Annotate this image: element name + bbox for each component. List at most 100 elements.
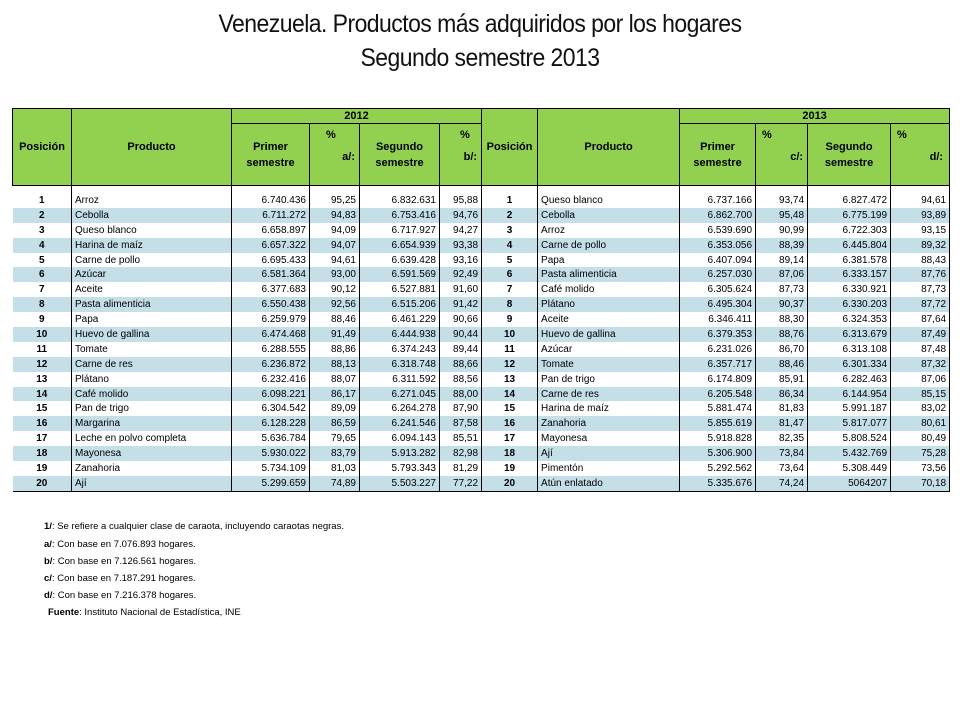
position-2013-cell: 15 (481, 401, 539, 417)
header-pct-a: % a/: (309, 123, 360, 186)
position-2012-cell: 14 (12, 386, 72, 402)
footnote-ref-d: d/: (929, 150, 944, 163)
product-2013-cell: Harina de maíz (537, 401, 681, 417)
value-first-2013-cell: 6.231.026 (679, 341, 757, 357)
position-2013-cell: 1 (481, 193, 539, 208)
position-2012-cell: 12 (12, 356, 72, 372)
pct-first-2013-cell: 81,83 (755, 401, 809, 417)
label-semestre: semestre (375, 156, 424, 169)
product-2012-cell: Cebolla (71, 207, 232, 223)
table-row: 15 Pan de trigo 6.304.542 89,09 6.264.278 87,… (12, 401, 951, 417)
value-second-2013-cell: 6.330.203 (807, 297, 892, 313)
footnote-c: c/: Con base en 7.187.291 hogares. (44, 573, 196, 585)
position-2012-cell: 1 (12, 193, 72, 208)
value-first-2012-cell: 5.930.022 (231, 446, 310, 462)
product-2013-cell: Pimentón (537, 461, 681, 476)
value-second-2013-cell: 6.827.472 (807, 193, 892, 208)
pct-second-2012-cell: 88,66 (439, 356, 483, 372)
pct-first-2012-cell: 94,09 (309, 222, 360, 238)
position-2012-cell: 11 (12, 341, 72, 357)
value-second-2013-cell: 6.722.303 (807, 222, 892, 238)
table-row: 5 Carne de pollo 6.695.433 94,61 6.639.428 93… (12, 252, 951, 268)
value-second-2012-cell: 6.527.881 (359, 282, 440, 298)
value-first-2012-cell: 6.658.897 (231, 222, 310, 238)
value-first-2012-cell: 6.474.468 (231, 327, 310, 342)
position-2012-cell: 13 (12, 371, 72, 387)
product-2012-cell: Arroz (71, 193, 232, 208)
position-2013-cell: 14 (481, 386, 539, 402)
position-2013-cell: 20 (481, 475, 539, 492)
pct-first-2013-cell: 87,06 (755, 267, 809, 283)
value-second-2012-cell: 6.264.278 (359, 401, 440, 417)
header-segundo-semestre-2012: Segundo semestre (359, 123, 440, 186)
value-second-2012-cell: 5.503.227 (359, 475, 440, 492)
footnote-c-label: c/ (44, 573, 52, 584)
table-row: 7 Aceite 6.377.683 90,12 6.527.881 91,60 7 Café… (12, 282, 951, 298)
pct-second-2012-cell: 77,22 (439, 475, 483, 492)
product-2012-cell: Aceite (71, 282, 232, 298)
product-2012-cell: Ají (71, 475, 232, 492)
pct-first-2013-cell: 73,84 (755, 446, 809, 462)
value-second-2013-cell: 6.301.334 (807, 356, 892, 372)
footnote-a: a/: Con base en 7.076.893 hogares. (44, 539, 196, 551)
position-2012-cell: 2 (12, 207, 72, 223)
pct-second-2012-cell: 94,27 (439, 222, 483, 238)
value-first-2013-cell: 6.357.717 (679, 356, 757, 372)
product-2012-cell: Pan de trigo (71, 401, 232, 417)
value-second-2013-cell: 6.381.578 (807, 252, 892, 268)
product-2012-cell: Carne de res (71, 356, 232, 372)
table-row: 11 Tomate 6.288.555 88,86 6.374.243 89,44 11 Az… (12, 341, 951, 357)
footnote-b-text: : Con base en 7.126.561 hogares. (52, 556, 197, 567)
value-first-2013-cell: 6.174.809 (679, 371, 757, 387)
value-second-2013-cell: 5064207 (807, 475, 892, 492)
value-second-2013-cell: 6.330.921 (807, 282, 892, 298)
label-semestre: semestre (824, 156, 874, 169)
products-table: Posición Producto 2012 Posición Producto… (12, 108, 951, 492)
value-second-2012-cell: 6.717.927 (359, 222, 440, 238)
value-first-2013-cell: 6.737.166 (679, 193, 757, 208)
footnote-ref-b: b/: (463, 150, 478, 163)
table-row: 16 Margarina 6.128.228 86,59 6.241.546 87,58 1… (12, 416, 951, 432)
pct-second-2012-cell: 87,58 (439, 416, 483, 432)
label-segundo: Segundo (375, 140, 424, 153)
value-second-2012-cell: 6.374.243 (359, 341, 440, 357)
pct-first-2012-cell: 86,59 (309, 416, 360, 432)
pct-second-2012-cell: 85,51 (439, 431, 483, 447)
pct-first-2013-cell: 88,46 (755, 356, 809, 372)
pct-second-2012-cell: 88,00 (439, 386, 483, 402)
pct-symbol: % (460, 128, 470, 141)
pct-second-2013-cell: 87,76 (890, 267, 951, 283)
footnote-1-label: 1/ (44, 521, 52, 532)
value-first-2013-cell: 5.335.676 (679, 475, 757, 492)
position-2013-cell: 10 (481, 327, 539, 342)
table-row: 4 Harina de maíz 6.657.322 94,07 6.654.939 93… (12, 237, 951, 253)
product-2013-cell: Papa (537, 252, 681, 268)
pct-first-2012-cell: 81,03 (309, 461, 360, 476)
value-first-2012-cell: 6.098.221 (231, 386, 310, 402)
pct-first-2013-cell: 82,35 (755, 431, 809, 447)
value-second-2013-cell: 5.817.077 (807, 416, 892, 432)
product-2012-cell: Papa (71, 312, 232, 328)
product-2013-cell: Aceite (537, 312, 681, 328)
pct-first-2012-cell: 88,46 (309, 312, 360, 328)
pct-second-2013-cell: 93,89 (890, 207, 951, 223)
pct-first-2012-cell: 94,07 (309, 237, 360, 253)
pct-symbol: % (897, 128, 907, 141)
pct-first-2013-cell: 87,73 (755, 282, 809, 298)
table-row: 19 Zanahoria 5.734.109 81,03 5.793.343 81,29 1… (12, 461, 951, 476)
position-2013-cell: 8 (481, 297, 539, 313)
value-first-2012-cell: 5.299.659 (231, 475, 310, 492)
value-first-2012-cell: 6.288.555 (231, 341, 310, 357)
position-2013-cell: 18 (481, 446, 539, 462)
label-semestre: semestre (693, 156, 742, 169)
product-2013-cell: Arroz (537, 222, 681, 238)
value-first-2012-cell: 6.740.436 (231, 193, 310, 208)
table-row: 13 Plátano 6.232.416 88,07 6.311.592 88,56 13 P… (12, 371, 951, 387)
position-2013-cell: 4 (481, 237, 539, 253)
footnote-d-label: d/ (44, 590, 53, 601)
product-2013-cell: Huevo de gallina (537, 327, 681, 342)
value-first-2013-cell: 5.306.900 (679, 446, 757, 462)
position-2012-cell: 16 (12, 416, 72, 432)
value-first-2012-cell: 6.711.272 (231, 207, 310, 223)
value-second-2012-cell: 6.461.229 (359, 312, 440, 328)
